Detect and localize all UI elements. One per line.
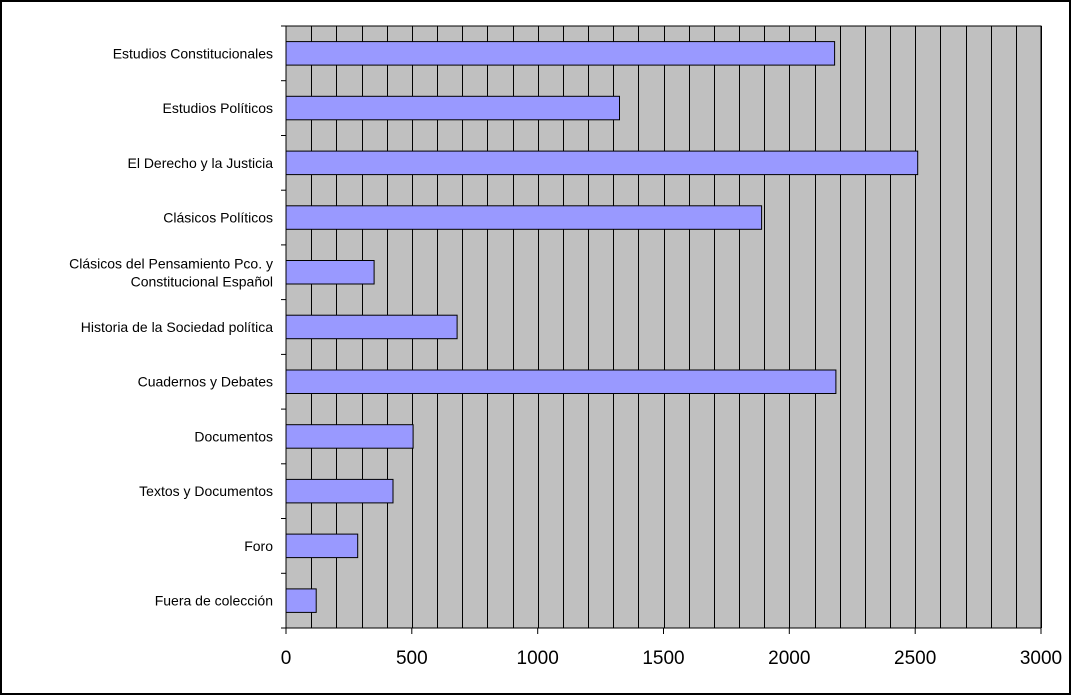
category-label: Cuadernos y Debates	[138, 374, 273, 390]
x-tick-label: 500	[396, 648, 428, 669]
category-label: Estudios Políticos	[163, 100, 274, 116]
category-label: El Derecho y la Justicia	[127, 155, 273, 171]
category-label-line: Cuadernos y Debates	[138, 374, 273, 390]
category-label: Estudios Constitucionales	[113, 45, 273, 61]
category-label-line: Estudios Políticos	[163, 100, 274, 116]
bar	[285, 424, 414, 449]
bar	[285, 150, 919, 176]
bar	[285, 478, 394, 504]
axes	[281, 25, 1042, 634]
category-label: Fuera de colección	[155, 593, 273, 609]
category-label-line: Estudios Constitucionales	[113, 45, 273, 61]
category-label-line: El Derecho y la Justicia	[127, 155, 273, 171]
bar	[285, 41, 836, 66]
category-label-line: Historia de la Sociedad política	[81, 319, 273, 335]
bar	[285, 260, 375, 285]
bar	[285, 588, 317, 613]
category-label: Historia de la Sociedad política	[81, 319, 273, 335]
category-label-line: Foro	[244, 538, 273, 554]
category-label: Foro	[244, 538, 273, 554]
bar	[285, 533, 359, 559]
x-tick-label: 0	[281, 648, 292, 669]
category-label-line: Textos y Documentos	[139, 483, 273, 499]
x-tick-labels: 0 500 1000 1500 2000 2500 3000	[281, 648, 1062, 669]
category-label: Clásicos del Pensamiento Pco. y Constituc…	[69, 255, 273, 289]
category-labels: Estudios Constitucionales Estudios Políti…	[69, 45, 273, 608]
x-tick-label: 1500	[642, 648, 684, 669]
category-label-line: Constitucional Español	[131, 273, 273, 289]
category-label: Textos y Documentos	[139, 483, 273, 499]
category-label-line: Clásicos Políticos	[163, 210, 273, 226]
x-tick-label: 3000	[1020, 648, 1062, 669]
category-label-line: Fuera de colección	[155, 593, 273, 609]
x-tick-label: 1000	[517, 648, 559, 669]
bars	[285, 41, 919, 613]
category-label: Clásicos Políticos	[163, 210, 273, 226]
x-tick-label: 2000	[768, 648, 810, 669]
category-label-line: Clásicos del Pensamiento Pco. y	[69, 255, 273, 271]
grid-lines	[285, 25, 1042, 629]
bar	[285, 369, 837, 394]
category-label: Documentos	[194, 429, 273, 445]
category-label-line: Documentos	[194, 429, 273, 445]
bar	[285, 95, 620, 121]
bar	[285, 205, 763, 230]
x-tick-label: 2500	[894, 648, 936, 669]
bar	[285, 314, 458, 340]
